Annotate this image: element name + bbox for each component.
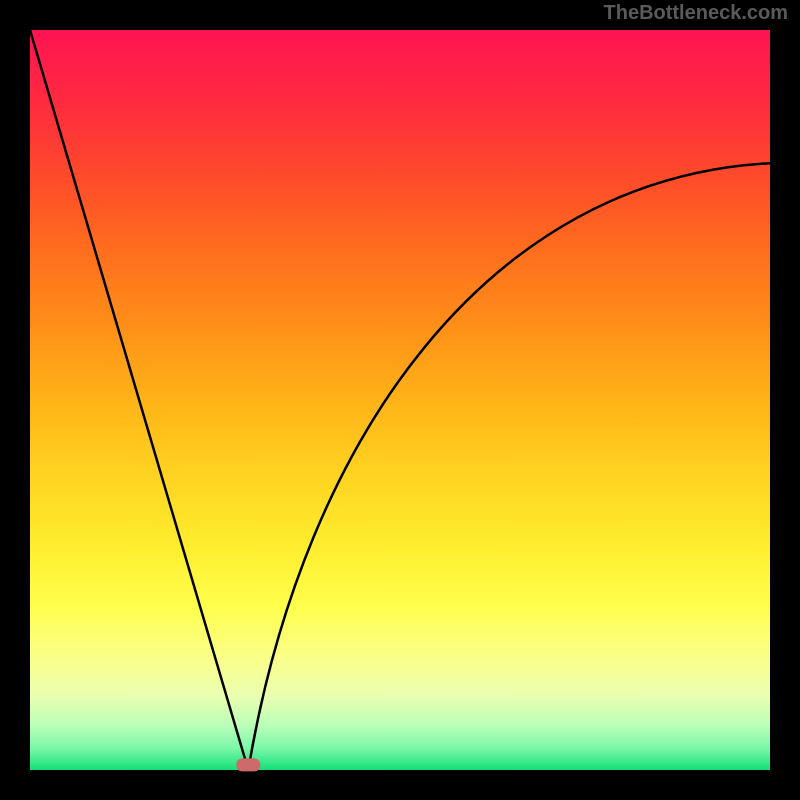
optimal-marker	[236, 758, 260, 771]
bottleneck-chart	[0, 0, 800, 800]
plot-background-gradient	[30, 30, 770, 770]
chart-container: TheBottleneck.com	[0, 0, 800, 800]
watermark-text: TheBottleneck.com	[604, 2, 788, 25]
